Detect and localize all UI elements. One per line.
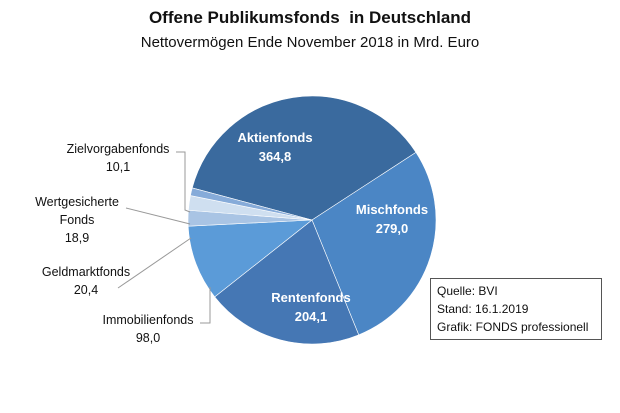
leader-line: [176, 151, 191, 213]
slice-label: Zielvorgabenfonds: [67, 142, 170, 156]
credit-line: Grafik: FONDS professionell: [437, 320, 589, 334]
leader-line: [200, 287, 211, 324]
pie-slice-aktienfonds: [191, 95, 417, 221]
slice-label: Wertgesicherte: [35, 195, 119, 209]
slice-label: Fonds: [60, 213, 95, 227]
source-line: Quelle: BVI: [437, 284, 498, 298]
slice-value: 20,4: [74, 283, 98, 297]
pie-slice-immobilienfonds: [187, 219, 313, 298]
slice-value: 18,9: [65, 231, 89, 245]
chart-subtitle: Nettovermögen Ende November 2018 in Mrd.…: [140, 34, 480, 51]
pie-slice-zielvorgabenfonds: [190, 187, 313, 221]
slice-value: 204,1: [295, 309, 328, 324]
chart-title: Offene Publikumsfonds in Deutschland: [148, 8, 472, 27]
pie-slice-rentenfonds: [214, 219, 360, 345]
source-box: Quelle: BVI Stand: 16.1.2019 Grafik: FON…: [430, 278, 602, 340]
leader-line: [117, 237, 192, 289]
slice-label: Mischfonds: [356, 202, 428, 217]
slice-value: 10,1: [106, 160, 130, 174]
slice-label: Aktienfonds: [237, 130, 312, 145]
leader-line: [125, 207, 191, 225]
date-line: Stand: 16.1.2019: [437, 302, 529, 316]
pie-slice-mischfonds: [311, 151, 437, 336]
slice-label: Rentenfonds: [271, 290, 350, 305]
slice-label: Immobilienfonds: [102, 313, 193, 327]
slice-value: 98,0: [136, 331, 160, 345]
slice-value: 364,8: [259, 149, 292, 164]
slice-value: 279,0: [376, 221, 409, 236]
slice-label: Geldmarktfonds: [42, 265, 130, 279]
